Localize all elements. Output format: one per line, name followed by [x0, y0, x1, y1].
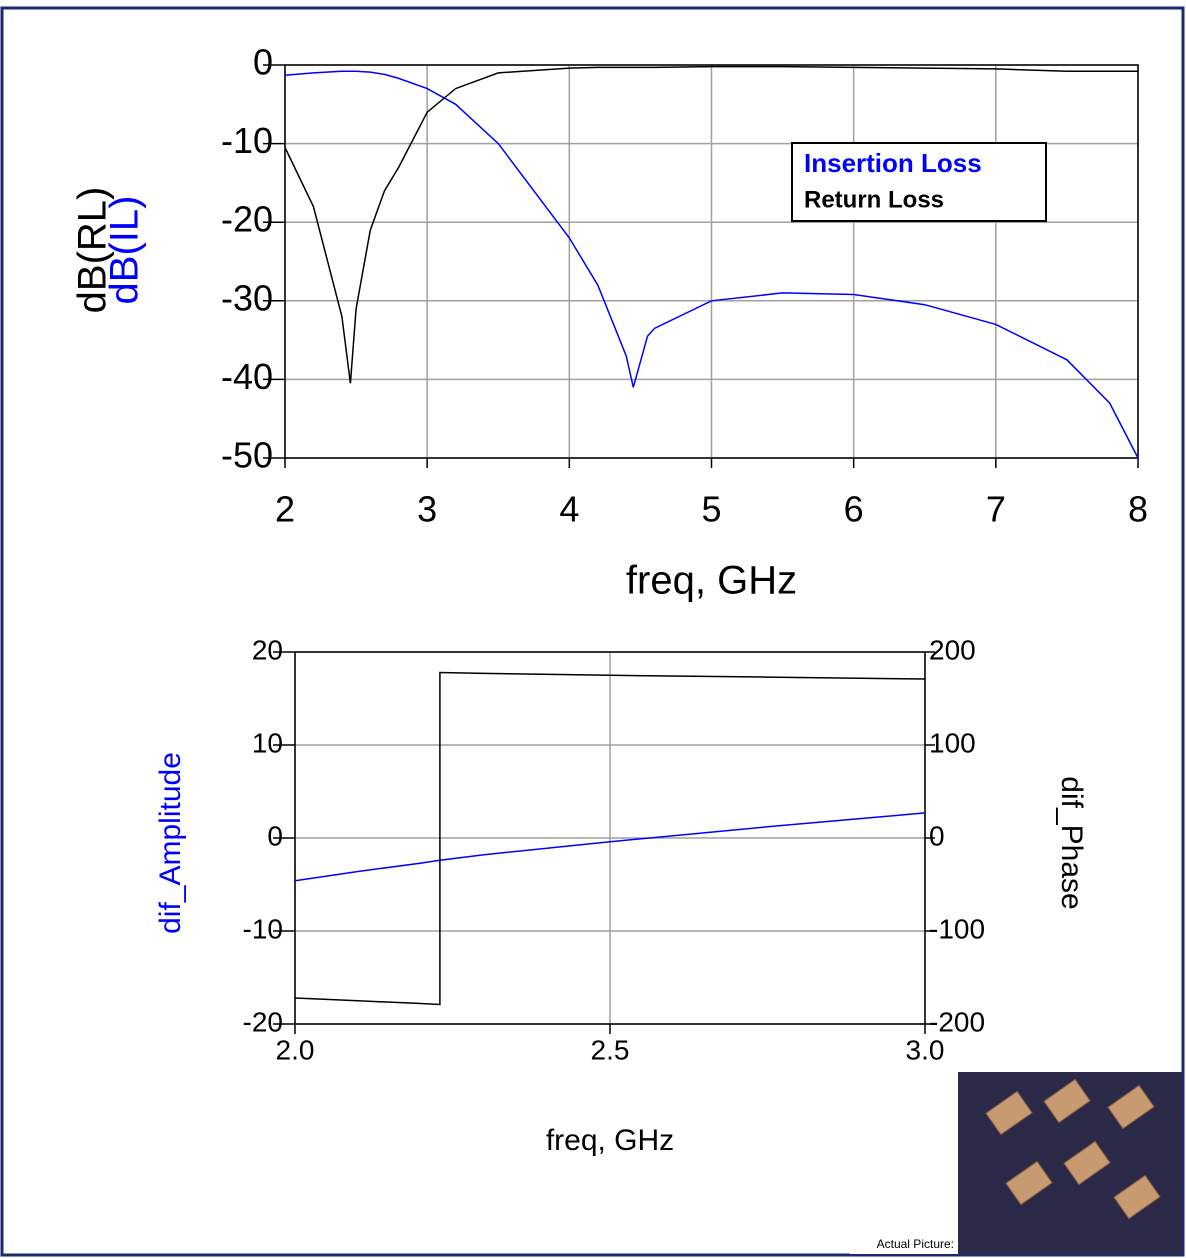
- legend-entry: Insertion Loss: [804, 148, 982, 178]
- component: [1063, 1140, 1111, 1186]
- y2-tick-label: 100: [929, 727, 976, 758]
- plot-frame: [284, 64, 1139, 459]
- y-tick-label: -10: [221, 120, 273, 161]
- y2-axis-label: dif_Phase: [1055, 776, 1088, 909]
- x-tick-label: 2: [275, 489, 295, 530]
- y-axis-label: dB(IL): [103, 196, 147, 305]
- y-tick-label: 10: [252, 727, 283, 758]
- y-tick-label: 0: [267, 820, 283, 851]
- photo: Actual Picture:: [850, 1072, 1182, 1254]
- x-axis-label: freq, GHz: [626, 559, 797, 603]
- component: [1113, 1174, 1161, 1220]
- series-line: [284, 65, 1138, 384]
- x-tick-label: 2.0: [276, 1034, 315, 1065]
- x-tick-label: 6: [844, 489, 864, 530]
- y2-tick-label: -200: [929, 1006, 985, 1037]
- y-tick-label: 20: [252, 634, 283, 665]
- x-axis-label: freq, GHz: [546, 1124, 674, 1157]
- component: [1043, 1078, 1091, 1124]
- series-line: [294, 671, 926, 1006]
- x-tick-label: 4: [559, 489, 579, 530]
- y-tick-label: 0: [253, 42, 273, 83]
- x-tick-label: 8: [1128, 489, 1148, 530]
- caption-background: [850, 1232, 958, 1254]
- component: [985, 1090, 1033, 1136]
- component: [1005, 1160, 1053, 1206]
- series-line: [284, 70, 1139, 459]
- y-tick-label: -30: [221, 277, 273, 318]
- y2-tick-label: -100: [929, 913, 985, 944]
- components: [985, 1078, 1161, 1220]
- y-axis-label: dB(RL): [71, 187, 115, 314]
- x-tick-label: 3: [417, 489, 437, 530]
- x-tick-label: 2.5: [591, 1034, 630, 1065]
- x-tick-label: 3.0: [906, 1034, 945, 1065]
- photo-caption: Actual Picture:: [877, 1237, 954, 1251]
- x-tick-label: 5: [701, 489, 721, 530]
- plot-frame: [294, 651, 926, 1025]
- chart: 2.0 2.5 3.020100-10-202001000-100-200freq,…: [154, 634, 1088, 1157]
- y-tick-label: -20: [221, 199, 273, 240]
- component: [1107, 1084, 1155, 1130]
- y-axis-label: dif_Amplitude: [154, 752, 187, 934]
- y2-tick-label: 200: [929, 634, 976, 665]
- y-tick-label: -20: [243, 1006, 283, 1037]
- y-tick-label: -50: [221, 435, 273, 476]
- y-tick-label: -40: [221, 356, 273, 397]
- series-line: [294, 812, 926, 882]
- x-tick-label: 7: [986, 489, 1006, 530]
- legend-box: [791, 142, 1047, 222]
- legend-entry: Return Loss: [804, 186, 944, 213]
- y-tick-label: -10: [243, 913, 283, 944]
- y2-tick-label: 0: [929, 820, 945, 851]
- chart: 2 3 4 5 6 7 8 0 -10 -20 -30 -40 -50 freq, GHz dB(RL)dB…: [71, 42, 1148, 603]
